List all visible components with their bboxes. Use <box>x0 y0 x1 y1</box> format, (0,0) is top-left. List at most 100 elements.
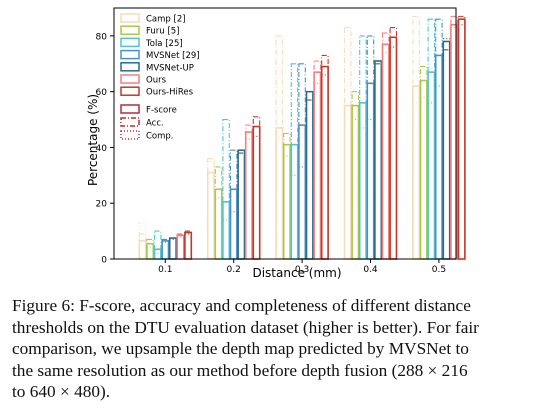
bar-acc <box>176 233 185 260</box>
bar-fscore <box>206 171 215 260</box>
bar-fscore <box>298 124 307 260</box>
bar-fscore <box>153 248 162 260</box>
bar-comp <box>275 138 284 260</box>
bar-fscore <box>222 201 231 260</box>
bar-acc <box>442 49 451 260</box>
bar-acc <box>343 26 352 260</box>
bar-acc <box>351 91 360 260</box>
bar-comp <box>427 102 436 260</box>
legend: Camp [2] Furu [5] Tola [25] MVSNet [29] MVSN… <box>120 13 200 142</box>
bar-fscore <box>161 240 170 260</box>
figure-caption: Figure 6: F-score, accuracy and complete… <box>12 295 538 403</box>
legend-swatch <box>120 25 140 35</box>
bar-fscore <box>290 143 299 260</box>
x-axis-label: Distance (mm) <box>252 266 341 280</box>
bar-comp <box>176 236 185 260</box>
bar-acc <box>321 54 329 260</box>
legend-swatch <box>120 74 140 84</box>
bar-comp <box>146 247 154 260</box>
legend-label: MVSNet-UP <box>146 63 194 73</box>
bar-comp <box>343 116 352 260</box>
axes: 0 20 40 60 80 0.1 0.2 0.3 0.4 0.5 <box>96 7 457 275</box>
bar-acc <box>313 60 322 260</box>
y-tick-label: 80 <box>96 32 108 42</box>
bar-fscore <box>419 79 428 260</box>
x-tick-label: 0.1 <box>158 265 172 275</box>
bar-fscore <box>168 237 177 260</box>
bar-fscore <box>237 149 246 260</box>
bar-comp <box>389 46 398 260</box>
bar-acc <box>457 15 466 260</box>
x-tick-label: 0.2 <box>227 265 241 275</box>
bar-fscore <box>275 127 284 260</box>
bar-acc <box>366 35 375 260</box>
bar-comp <box>283 155 291 260</box>
y-tick-label: 20 <box>96 200 108 210</box>
y-tick-label: 0 <box>101 256 107 266</box>
bar-comp <box>419 96 428 260</box>
bar-group <box>138 15 466 260</box>
bar-comp <box>184 233 192 260</box>
bar-fscore <box>366 82 375 260</box>
bar-acc <box>298 63 306 260</box>
legend-metric-label: Acc. <box>146 119 164 129</box>
bar-acc <box>146 238 154 260</box>
bar-comp <box>374 60 382 260</box>
bar-acc <box>252 116 261 260</box>
bar-fscore <box>244 131 253 260</box>
bar-comp <box>245 138 253 260</box>
bar-fscore <box>412 85 421 260</box>
caption-line: to 640 × 480). <box>12 382 111 402</box>
bar-fscore <box>146 242 155 260</box>
bar-comp <box>298 166 306 260</box>
bar-comp <box>442 38 451 260</box>
y-tick-label: 40 <box>96 144 108 154</box>
bar-comp <box>252 135 261 260</box>
bar-comp <box>313 82 322 260</box>
legend-label: Ours-HiRes <box>146 88 194 98</box>
bar-comp <box>351 119 360 260</box>
legend-swatch <box>120 37 140 48</box>
legend-swatch <box>120 49 140 60</box>
bar-fscore <box>381 43 390 260</box>
bar-acc <box>305 99 314 260</box>
bar-comp <box>214 197 223 260</box>
bar-fscore <box>389 36 398 260</box>
legend-metric-swatch <box>120 104 140 114</box>
bar-acc <box>283 132 291 260</box>
bar-acc <box>214 166 223 260</box>
bar-fscore <box>351 104 360 260</box>
bar-fscore <box>176 234 185 260</box>
bar-comp <box>366 119 375 260</box>
bar-fscore <box>282 143 291 260</box>
legend-label: Tola [25] <box>145 39 183 49</box>
caption-line: comparison, we upsample the depth map pr… <box>12 339 469 359</box>
bar-fscore <box>358 102 367 260</box>
legend-metric-label: F-score <box>146 106 177 116</box>
bar-acc <box>412 15 420 260</box>
legend-swatch <box>120 13 140 23</box>
bar-acc <box>275 35 284 260</box>
bar-fscore <box>214 188 223 260</box>
bar-comp <box>229 211 238 260</box>
bar-acc <box>374 63 382 260</box>
legend-swatch <box>120 86 140 96</box>
bar-acc <box>184 230 192 260</box>
bar-comp <box>381 52 390 260</box>
legend-swatch <box>120 62 140 72</box>
bar-comp <box>412 102 420 260</box>
bar-acc <box>207 158 215 260</box>
bar-fscore <box>320 65 329 260</box>
plot-frame <box>113 7 457 260</box>
legend-label: MVSNet [29] <box>146 51 200 61</box>
bar-fscore <box>184 231 193 260</box>
bar-acc <box>290 63 299 260</box>
fscore-bar-chart: 0 20 40 60 80 0.1 0.2 0.3 0.4 0.5 Camp [2] Furu [5… <box>86 7 466 280</box>
legend-metric-swatch <box>120 130 140 140</box>
bar-comp <box>321 74 329 260</box>
bar-acc <box>138 233 147 260</box>
bar-fscore <box>374 60 383 260</box>
caption-line: Figure 6: F-score, accuracy and complete… <box>12 296 471 315</box>
bar-acc <box>389 26 398 260</box>
bar-comp <box>305 91 314 260</box>
